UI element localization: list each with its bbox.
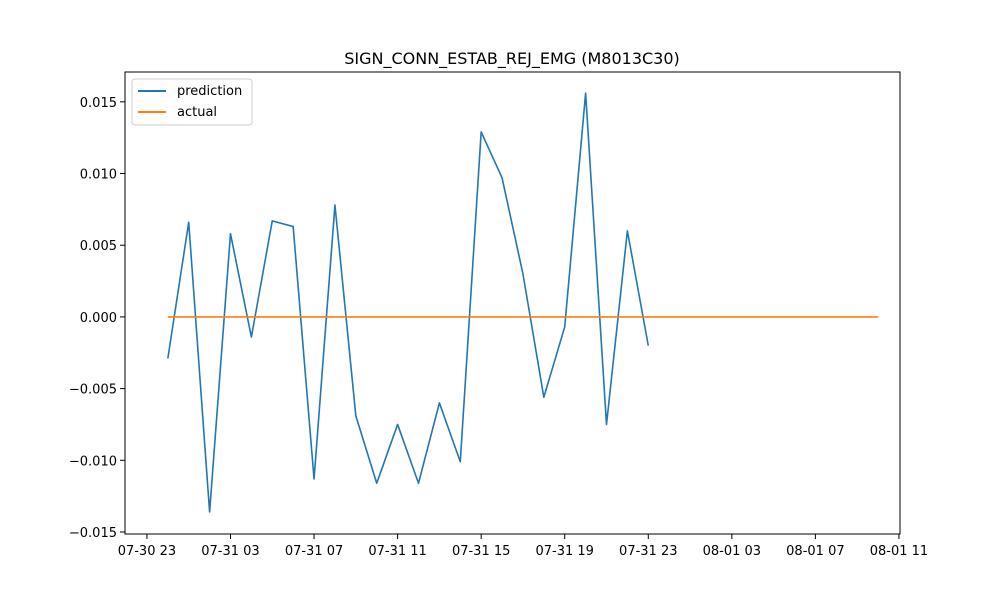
x-tick-label: 07-31 11	[368, 544, 426, 559]
y-tick-label: 0.005	[80, 239, 117, 254]
x-tick-label: 08-01 11	[870, 544, 928, 559]
y-tick-label: −0.010	[69, 454, 117, 469]
legend-label-actual: actual	[177, 105, 217, 120]
x-tick-label: 07-31 07	[285, 544, 343, 559]
x-tick-label: 08-01 03	[703, 544, 761, 559]
tick-layer: 07-30 23 07-31 03 07-31 07 07-31 11 07-31 15…	[69, 96, 928, 559]
series-layer	[167, 92, 879, 513]
legend: prediction actual	[131, 78, 253, 126]
chart-title: SIGN_CONN_ESTAB_REJ_EMG (M8013C30)	[344, 49, 680, 69]
y-tick-label: −0.005	[69, 383, 117, 398]
y-tick-label: 0.000	[80, 311, 117, 326]
x-tick-label: 07-31 19	[535, 544, 593, 559]
x-tick-label: 07-31 03	[201, 544, 259, 559]
y-tick-label: −0.015	[69, 526, 117, 541]
legend-label-prediction: prediction	[177, 84, 242, 99]
series-line-prediction	[167, 92, 650, 513]
x-tick-label: 07-31 23	[619, 544, 677, 559]
plot-frame	[124, 71, 901, 535]
y-tick-label: 0.015	[80, 96, 117, 111]
x-tick-label: 08-01 07	[786, 544, 844, 559]
x-tick-label: 07-31 15	[452, 544, 510, 559]
y-tick-label: 0.010	[80, 168, 117, 183]
x-tick-label: 07-30 23	[118, 544, 176, 559]
